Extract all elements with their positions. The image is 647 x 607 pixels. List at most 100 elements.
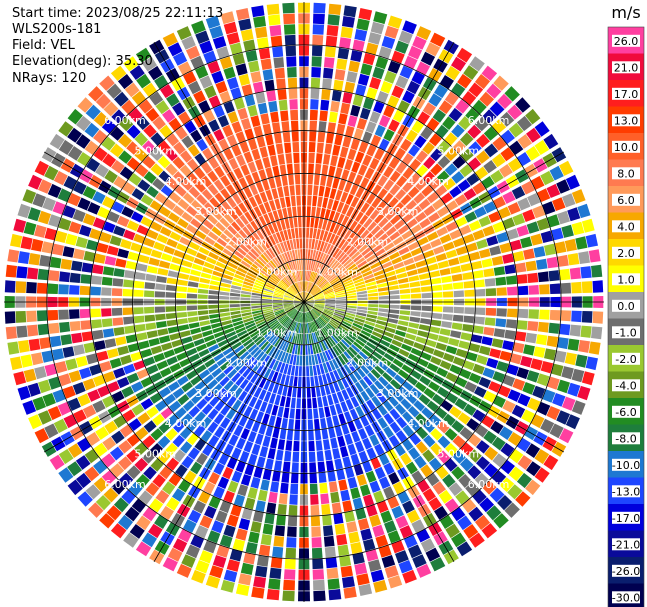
velocity-gate <box>65 233 78 246</box>
velocity-gate <box>334 290 345 295</box>
velocity-gate <box>208 295 219 300</box>
velocity-gate <box>493 266 506 276</box>
velocity-gate <box>104 338 117 349</box>
velocity-gate <box>166 356 178 366</box>
velocity-gate <box>175 464 188 478</box>
velocity-gate <box>146 229 159 240</box>
velocity-gate <box>216 357 228 367</box>
velocity-gate <box>263 379 271 391</box>
velocity-gate <box>491 255 504 266</box>
velocity-gate <box>428 212 440 223</box>
velocity-gate <box>486 83 502 99</box>
velocity-gate <box>507 308 518 318</box>
range-ring-label: 3.00km <box>195 387 237 400</box>
velocity-gate <box>265 189 273 201</box>
velocity-gate <box>278 314 287 321</box>
velocity-gate <box>342 500 353 512</box>
velocity-gate <box>393 334 405 343</box>
velocity-gate <box>218 138 230 151</box>
velocity-gate <box>253 576 266 588</box>
velocity-gate <box>265 425 274 437</box>
velocity-gate <box>489 348 502 359</box>
velocity-gate <box>155 313 166 321</box>
velocity-gate <box>277 439 285 450</box>
velocity-gate <box>219 217 230 228</box>
velocity-gate <box>516 115 532 132</box>
velocity-gate <box>199 369 211 380</box>
velocity-gate <box>490 170 504 184</box>
velocity-gate <box>253 387 262 398</box>
velocity-gate <box>307 184 313 196</box>
velocity-gate <box>177 198 190 210</box>
velocity-gate <box>348 248 358 258</box>
velocity-gate <box>304 292 307 302</box>
velocity-gate <box>367 292 379 297</box>
velocity-gate <box>280 219 286 230</box>
velocity-gate <box>398 246 410 256</box>
velocity-gate <box>372 244 383 253</box>
velocity-gate <box>229 296 240 300</box>
velocity-gate <box>241 287 252 292</box>
velocity-gate <box>327 323 336 331</box>
velocity-gate <box>504 329 516 340</box>
velocity-gate <box>10 356 23 371</box>
velocity-gate <box>307 249 311 260</box>
velocity-gate <box>314 303 325 306</box>
velocity-gate <box>235 528 248 541</box>
velocity-gate <box>372 524 385 538</box>
velocity-gate <box>450 265 462 274</box>
velocity-gate <box>403 338 415 347</box>
velocity-gate <box>314 304 325 308</box>
velocity-gate <box>140 348 153 358</box>
velocity-gate <box>176 351 188 361</box>
velocity-gate <box>261 303 272 306</box>
velocity-gate <box>337 238 346 249</box>
velocity-gate <box>300 312 303 323</box>
velocity-gate <box>258 377 267 389</box>
velocity-gate <box>314 295 324 299</box>
velocity-gate <box>262 238 271 249</box>
velocity-gate <box>463 188 477 201</box>
velocity-gate <box>315 207 321 218</box>
velocity-gate <box>273 293 284 297</box>
velocity-gate <box>287 67 297 78</box>
velocity-gate <box>235 375 245 387</box>
velocity-gate <box>197 294 208 299</box>
velocity-gate <box>270 155 278 167</box>
velocity-gate <box>304 294 311 302</box>
velocity-gate <box>557 337 569 350</box>
velocity-gate <box>311 537 322 548</box>
velocity-gate <box>418 272 430 280</box>
velocity-gate <box>342 456 352 468</box>
velocity-gate <box>269 276 279 284</box>
velocity-gate <box>102 436 117 451</box>
velocity-gate <box>389 421 401 434</box>
velocity-gate <box>344 81 356 94</box>
velocity-gate <box>548 322 560 334</box>
velocity-gate <box>382 372 393 383</box>
velocity-gate <box>384 520 397 534</box>
velocity-gate <box>283 299 294 302</box>
velocity-gate <box>101 276 113 286</box>
velocity-gate <box>226 457 238 470</box>
velocity-gate <box>274 198 281 210</box>
velocity-gate <box>330 278 340 285</box>
velocity-gate <box>457 412 471 425</box>
velocity-gate <box>145 322 157 331</box>
velocity-gate <box>359 107 371 120</box>
velocity-gate <box>282 590 295 602</box>
velocity-gate <box>408 144 421 157</box>
velocity-gate <box>199 75 213 89</box>
velocity-gate <box>304 302 312 309</box>
velocity-gate <box>429 270 441 278</box>
velocity-gate <box>436 170 450 183</box>
velocity-gate <box>136 368 149 380</box>
velocity-gate <box>263 391 272 403</box>
velocity-gate <box>207 184 219 196</box>
velocity-gate <box>177 318 188 325</box>
velocity-gate <box>294 298 304 302</box>
velocity-gate <box>295 184 301 196</box>
velocity-gate <box>251 5 265 18</box>
velocity-gate <box>464 211 477 223</box>
velocity-gate <box>402 438 414 451</box>
